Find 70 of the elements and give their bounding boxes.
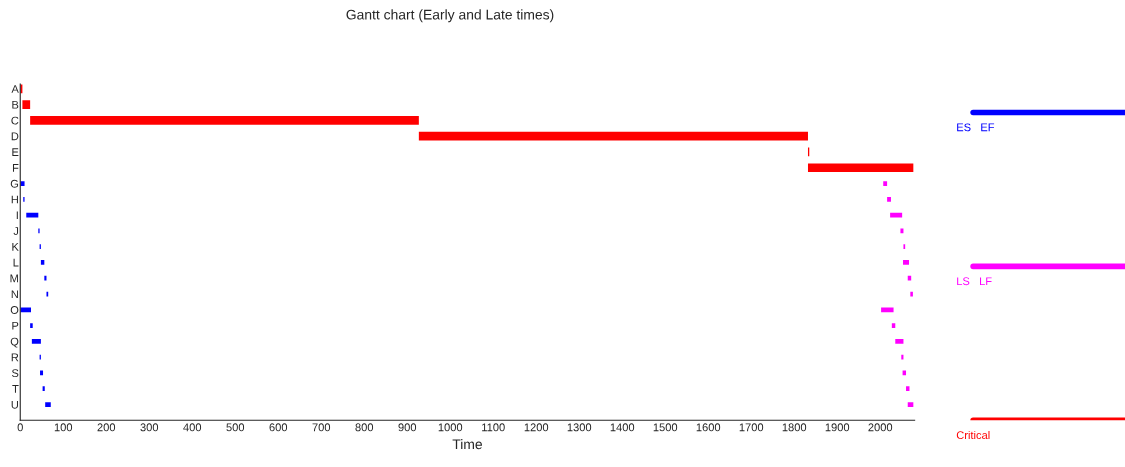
bar — [807, 163, 914, 173]
bar — [20, 181, 25, 186]
y-tick-label: P — [12, 321, 19, 330]
y-tick-label: R — [11, 353, 19, 362]
bar — [887, 196, 891, 202]
chart-title: Gantt chart (Early and Late times) — [346, 9, 554, 23]
x-tick-label: 500 — [226, 423, 245, 432]
bar — [418, 131, 808, 141]
bar — [907, 402, 914, 407]
y-tick-label: S — [11, 369, 19, 378]
bar — [907, 275, 912, 281]
y-tick-label: C — [11, 116, 19, 125]
bar — [30, 323, 33, 328]
bar — [901, 354, 904, 360]
y-tick-label: U — [11, 400, 18, 409]
y-tick-label: L — [13, 258, 19, 267]
y-tick-label: O — [10, 306, 19, 314]
bar — [30, 116, 419, 125]
y-tick-label: I — [16, 211, 18, 220]
x-tick-label: 200 — [97, 423, 116, 432]
x-tick-label: 900 — [398, 423, 417, 432]
bar — [31, 339, 41, 344]
bar — [20, 307, 31, 313]
x-tick-label: 1400 — [610, 423, 635, 432]
y-tick-label: A — [11, 85, 19, 93]
bar — [883, 181, 888, 186]
bar — [910, 291, 913, 297]
bar — [881, 307, 894, 313]
bar — [895, 339, 904, 344]
bar — [903, 260, 910, 265]
y-tick-label: B — [12, 100, 19, 109]
x-tick-label: 2000 — [868, 423, 893, 432]
x-tick-label: 300 — [140, 423, 159, 432]
bar — [906, 386, 910, 392]
y-tick-label: J — [13, 227, 19, 235]
x-tick-label: 1800 — [782, 423, 807, 432]
x-tick-label: 1500 — [653, 423, 678, 432]
x-tick-label: 1700 — [739, 423, 764, 432]
text: LS LF — [957, 277, 992, 286]
bar — [42, 386, 45, 392]
bar — [891, 323, 896, 328]
y-tick-label: G — [10, 179, 19, 188]
x-tick-label: 1300 — [567, 423, 592, 432]
y-tick-label: T — [12, 385, 19, 393]
text: ES EF — [957, 123, 995, 132]
y-tick-label: E — [12, 148, 19, 156]
text: Critical — [956, 430, 990, 440]
x-tick-label: 1600 — [696, 423, 721, 432]
y-tick-label: Q — [10, 337, 19, 348]
x-tick-label: 1100 — [482, 423, 505, 432]
bar — [22, 100, 31, 109]
y-tick-label: K — [12, 243, 19, 251]
x-tick-label: 100 — [54, 423, 73, 432]
bar — [40, 260, 45, 265]
x-tick-label: 400 — [183, 423, 202, 432]
y-tick-label: N — [11, 290, 18, 299]
y-tick-label: H — [11, 195, 18, 204]
y-tick-label: F — [12, 164, 19, 172]
x-axis-title: Time — [452, 438, 482, 450]
y-tick-label: D — [11, 132, 19, 141]
x-tick-label: 1200 — [524, 423, 549, 432]
x-tick-label: 1900 — [825, 423, 850, 432]
y-tick-label: M — [10, 274, 18, 283]
x-tick-label: 600 — [269, 423, 288, 432]
bar — [44, 275, 47, 281]
bar — [45, 402, 51, 407]
x-tick-label: 800 — [355, 423, 374, 432]
x-tick-label: 700 — [312, 423, 331, 432]
x-tick-label: 1000 — [438, 423, 463, 432]
x-tick-label: 0 — [17, 423, 23, 432]
